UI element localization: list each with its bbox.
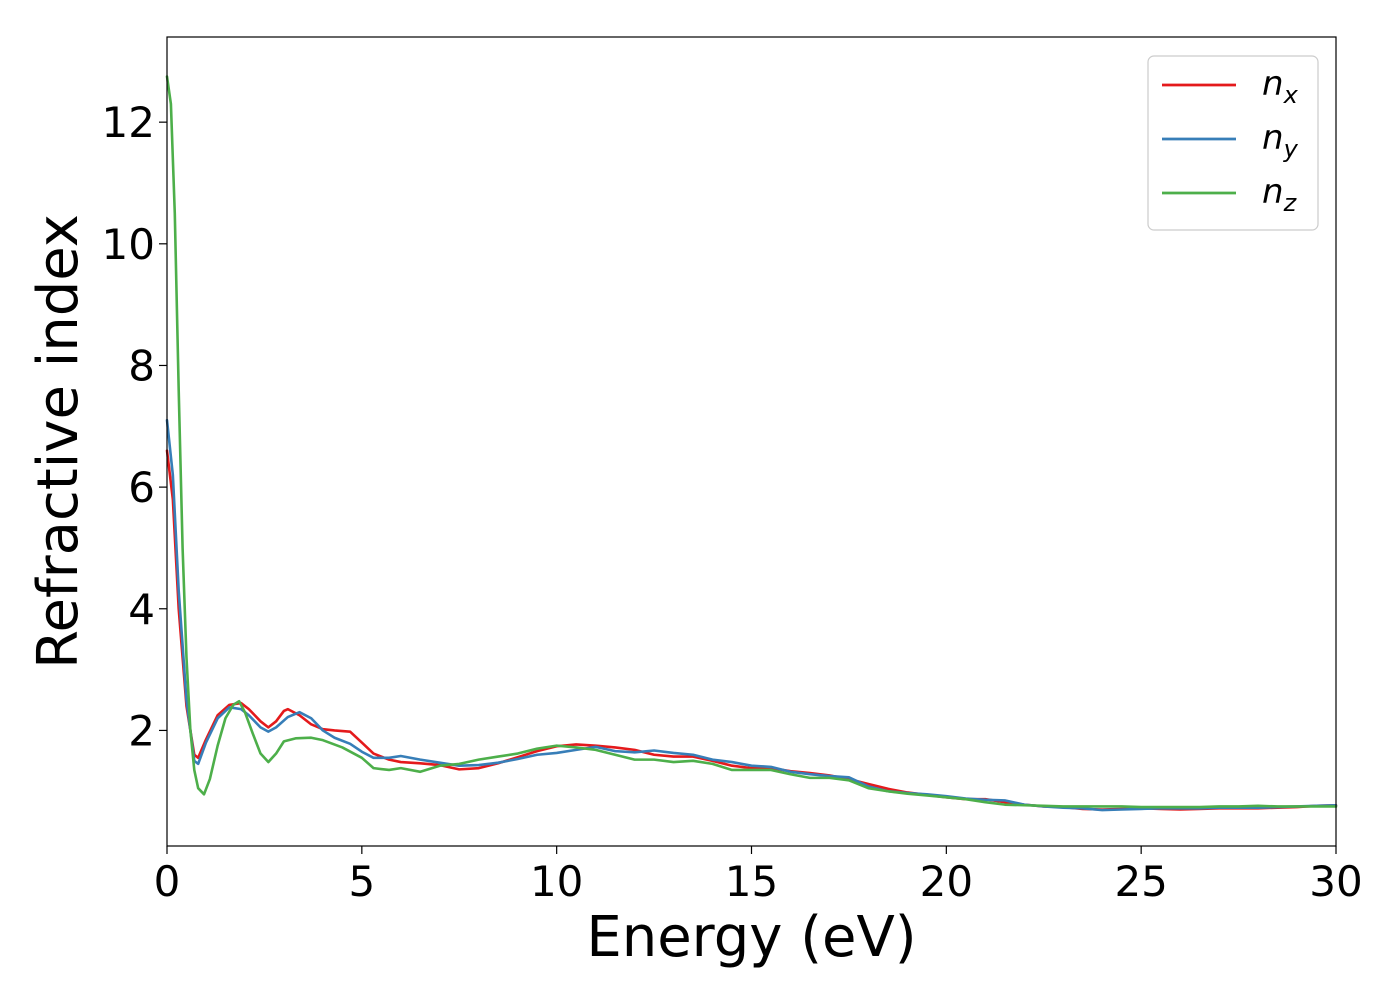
x-tick-label: 20 bbox=[920, 857, 973, 906]
series-line-nz bbox=[165, 75, 1338, 809]
legend-box bbox=[1147, 55, 1319, 231]
legend-label-nx: nx bbox=[1262, 64, 1299, 109]
series-line-ny bbox=[165, 418, 1338, 812]
x-tick-label: 10 bbox=[530, 857, 583, 906]
legend: nx ny nz bbox=[1147, 55, 1319, 231]
x-tick-label: 5 bbox=[348, 857, 375, 906]
y-tick-label: 2 bbox=[128, 706, 155, 755]
y-tick-label: 8 bbox=[128, 341, 155, 390]
legend-label-ny: ny bbox=[1262, 118, 1299, 163]
x-tick-label: 30 bbox=[1309, 857, 1362, 906]
y-tick-label: 4 bbox=[128, 585, 155, 634]
y-tick-label: 10 bbox=[102, 220, 155, 269]
y-axis-label: Refractive index bbox=[26, 214, 91, 669]
series-layer bbox=[165, 75, 1338, 812]
x-tick-label: 15 bbox=[725, 857, 778, 906]
y-axis-ticks: 2 4 6 8 10 12 bbox=[102, 98, 167, 755]
x-axis-label: Energy (eV) bbox=[586, 905, 916, 970]
x-axis-ticks: 0 5 10 15 20 25 30 bbox=[154, 846, 1363, 906]
y-tick-label: 12 bbox=[102, 98, 155, 147]
x-tick-label: 0 bbox=[154, 857, 181, 906]
series-line-nx bbox=[165, 449, 1338, 811]
y-tick-label: 6 bbox=[128, 463, 155, 512]
legend-label-nz: nz bbox=[1262, 172, 1298, 217]
x-tick-label: 25 bbox=[1114, 857, 1167, 906]
